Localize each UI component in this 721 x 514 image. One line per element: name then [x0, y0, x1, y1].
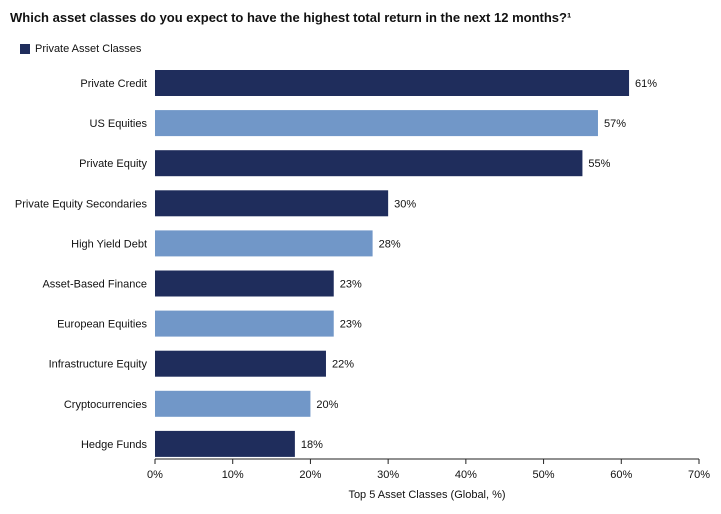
bar [155, 150, 583, 177]
bar [155, 110, 598, 137]
value-label: 18% [301, 439, 323, 451]
x-tick-label: 50% [533, 469, 555, 481]
value-label: 28% [379, 238, 401, 250]
bar [155, 70, 630, 96]
category-label: Infrastructure Equity [49, 359, 148, 371]
category-label: Private Credit [80, 78, 147, 90]
category-label: High Yield Debt [71, 238, 147, 250]
bar [155, 310, 334, 337]
x-tick-label: 70% [688, 469, 710, 481]
x-tick-label: 40% [455, 469, 477, 481]
bar [155, 190, 389, 217]
bar [155, 230, 373, 257]
legend-label: Private Asset Classes [35, 43, 142, 55]
x-axis-title: Top 5 Asset Classes (Global, %) [348, 489, 505, 501]
value-label: 61% [635, 78, 657, 90]
x-tick-label: 30% [377, 469, 399, 481]
category-label: Asset-Based Finance [42, 279, 147, 291]
category-label: Cryptocurrencies [64, 399, 148, 411]
value-label: 55% [588, 158, 610, 170]
category-label: Private Equity [79, 158, 147, 170]
bar [155, 390, 311, 417]
value-label: 22% [332, 359, 354, 371]
value-label: 57% [604, 118, 626, 130]
bar [155, 350, 326, 377]
category-label: European Equities [57, 319, 147, 331]
value-label: 23% [340, 319, 362, 331]
legend-swatch [20, 44, 30, 54]
value-label: 23% [340, 279, 362, 291]
value-label: 30% [394, 198, 416, 210]
chart-title: Which asset classes do you expect to hav… [10, 10, 572, 25]
legend: Private Asset Classes [20, 43, 141, 55]
value-label: 20% [316, 399, 338, 411]
x-tick-label: 20% [299, 469, 321, 481]
x-tick-label: 10% [222, 469, 244, 481]
bar [155, 270, 334, 297]
x-tick-label: 60% [610, 469, 632, 481]
category-label: Hedge Funds [81, 439, 148, 451]
x-tick-label: 0% [147, 469, 163, 481]
category-label: US Equities [90, 118, 148, 130]
bar [155, 430, 295, 457]
category-label: Private Equity Secondaries [15, 198, 148, 210]
